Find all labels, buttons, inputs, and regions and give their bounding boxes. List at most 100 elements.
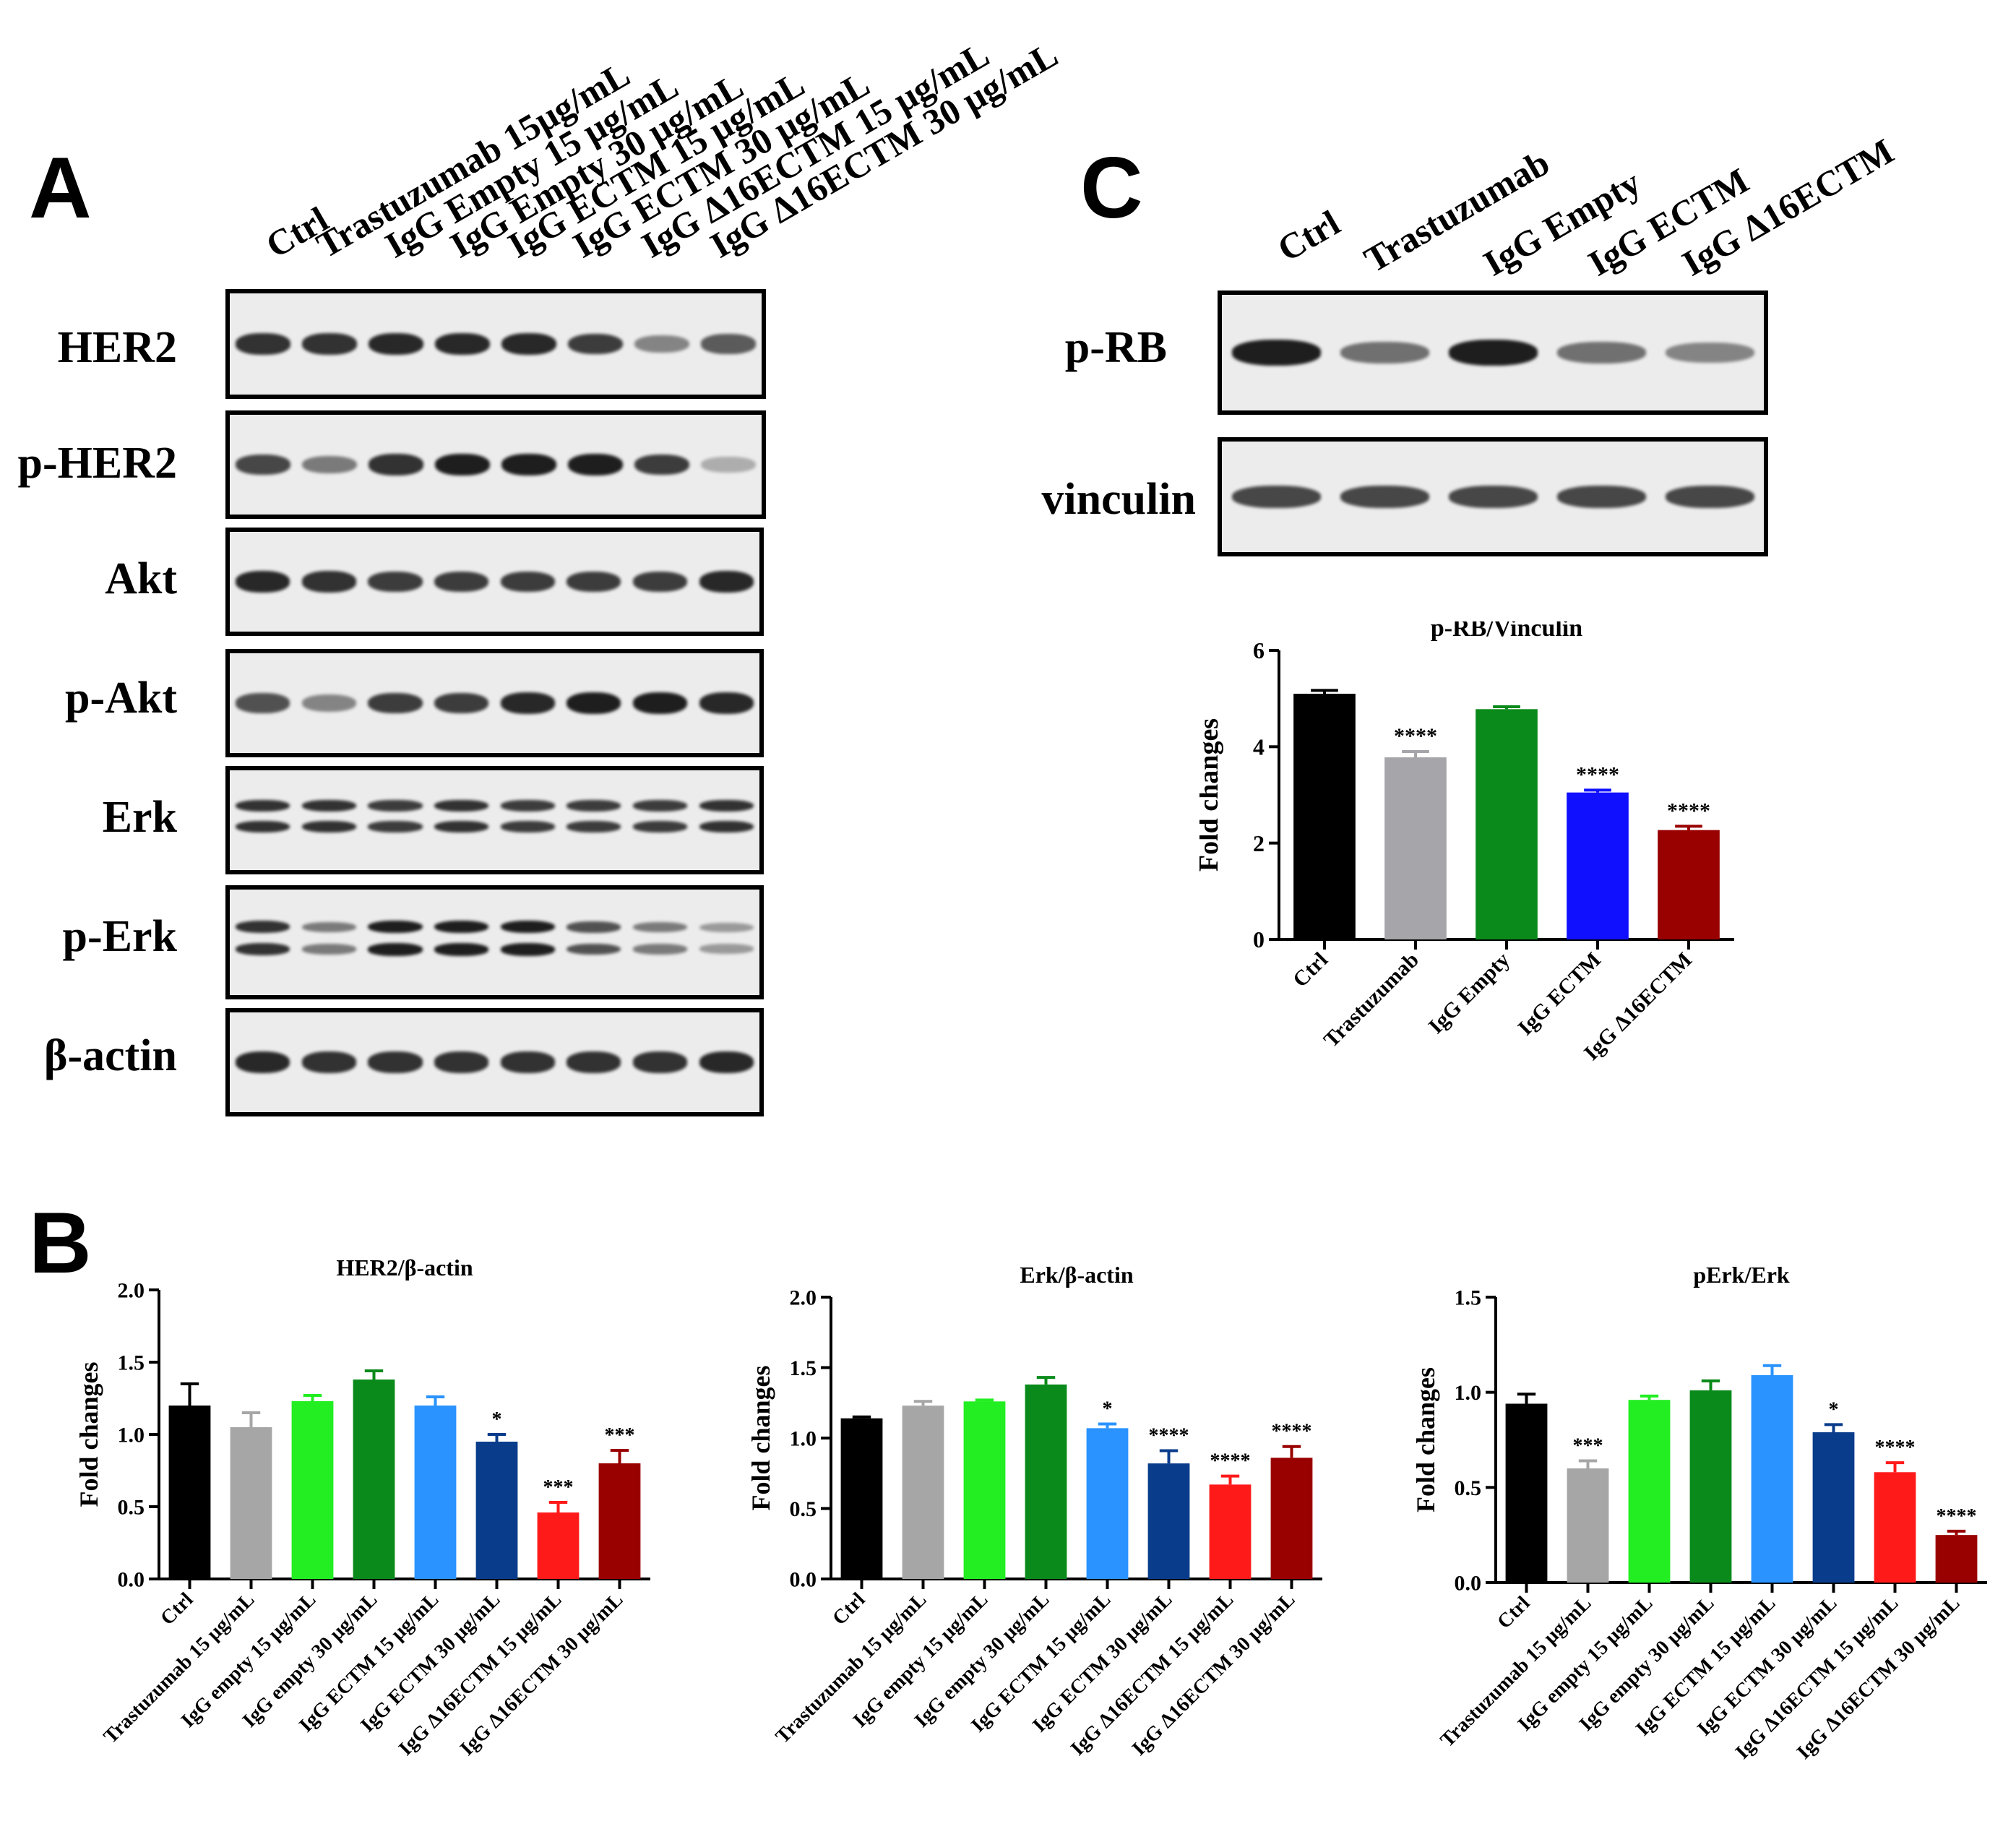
blot-band [368,800,423,812]
panel-c-letter: C [1080,139,1143,236]
blot-label-p-akt: p-Akt [64,673,177,723]
blot-band [1556,342,1646,363]
blot-band [632,571,688,593]
blot-band [369,454,423,475]
blot-band [434,942,489,956]
significance-label: * [1103,1398,1113,1421]
blot-band [368,1051,423,1073]
blot-band [236,693,290,713]
bar [291,1401,334,1579]
blot-band [699,571,754,593]
blot-label-p-her2: p-HER2 [17,439,177,488]
blot-band [236,1051,290,1073]
blot-band [301,694,356,713]
significance-label: *** [1573,1434,1603,1457]
significance-label: **** [1667,799,1710,822]
blot-band [301,821,356,833]
blot-band [236,943,290,956]
bar [902,1406,944,1579]
bar [1567,1468,1609,1583]
y-tick-label: 1.0 [1455,1381,1482,1405]
blot-band [634,454,689,475]
significance-label: **** [1937,1505,1977,1528]
bar [1270,1458,1313,1579]
y-axis-label: Fold changes [79,1361,103,1507]
significance-label: * [1829,1398,1839,1421]
blot-band [1231,340,1321,366]
blot-band [236,571,290,593]
blot-image [225,1008,764,1116]
blot-band [501,453,556,476]
x-tick-label: IgG ECTM [1513,948,1606,1041]
y-tick-label: 0.0 [790,1568,817,1592]
y-tick-label: 2 [1253,830,1265,856]
blot-band [501,332,556,356]
blot-band [699,944,754,954]
bar [1209,1484,1252,1579]
y-tick-label: 0.0 [118,1568,145,1592]
bar [1476,709,1538,939]
y-tick-label: 6 [1253,637,1265,663]
bar [1874,1472,1916,1583]
blot-band [434,571,489,593]
bar [598,1463,641,1579]
y-tick-label: 0 [1253,926,1265,952]
blot-band [302,333,357,355]
blot-band [1231,486,1321,508]
significance-label: **** [1576,762,1619,786]
bar [1505,1403,1548,1583]
blot-band [369,332,423,356]
significance-label: *** [543,1476,574,1499]
bar [963,1401,1006,1579]
y-tick-label: 1.5 [118,1351,145,1375]
y-axis-label: Fold changes [1199,718,1224,871]
blot-band [701,457,756,473]
lane-label: Ctrl [1270,202,1347,270]
bar [1567,792,1629,939]
y-tick-label: 0.5 [1455,1476,1482,1500]
blot-band [500,942,555,956]
y-tick-label: 4 [1253,734,1265,760]
bar-chart-p-rb-vinculin: p-RB/Vinculin Fold changes 0 2 4 6 Ctrl **** Tra… [1199,621,1734,1065]
blot-band [236,455,290,475]
blot-band [301,921,356,933]
bar [1025,1384,1067,1579]
blot-band [368,571,423,593]
blot-band [368,692,423,714]
y-tick-label: 2.0 [790,1286,817,1310]
blot-band [699,1051,754,1073]
blot-band [568,453,623,476]
y-tick-label: 1.5 [1455,1286,1482,1310]
blot-band [368,821,423,832]
bar [168,1406,211,1579]
blot-image [1218,437,1768,556]
blot-image [225,410,766,519]
blot-band [301,571,356,593]
blot-image [225,885,764,999]
blot-band [236,333,290,355]
y-axis-label: Fold changes [1416,1367,1440,1512]
blot-band [1665,342,1754,363]
bar [230,1427,272,1579]
blot-band [434,920,489,934]
bar-chart-erk-beta-actin: Erk/β-actin Fold changes 0.0 0.5 1.0 1.5 2.0 Ct… [751,1262,1322,1760]
blot-image [225,766,764,874]
blot-image [1218,290,1768,415]
y-tick-label: 1.0 [790,1427,817,1451]
bar [1812,1432,1855,1583]
blot-band [301,799,356,812]
blot-band [567,1051,621,1073]
y-tick-label: 1.5 [790,1356,817,1380]
blot-band [699,799,754,812]
bar [1293,694,1356,939]
blot-band [567,800,621,812]
chart-title: p-RB/Vinculin [1431,621,1582,642]
blot-band [699,922,754,933]
significance-label: **** [1149,1425,1189,1447]
blot-band [500,800,555,812]
blot-band [632,921,688,933]
blot-band [567,692,621,715]
blot-band [634,335,689,353]
blot-band [1665,486,1754,508]
blot-band [1556,486,1646,508]
